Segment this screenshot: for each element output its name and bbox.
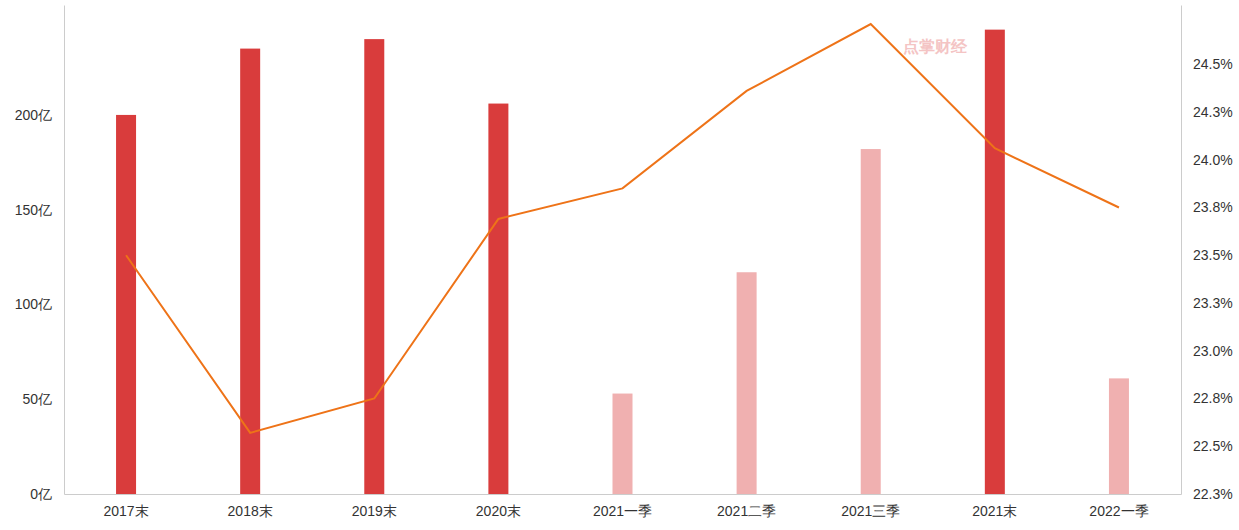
bar	[1109, 378, 1129, 494]
x-tick-label: 2021二季	[717, 503, 776, 519]
x-tick-label: 2019末	[352, 503, 397, 519]
x-tick: 2021一季	[593, 494, 652, 519]
bar	[861, 149, 881, 494]
x-tick: 2021末	[972, 494, 1017, 519]
x-tick-label: 2018末	[228, 503, 273, 519]
y2-tick-label: 22.3%	[1193, 486, 1233, 502]
y-tick-label: 150亿	[15, 202, 52, 218]
y2-tick-label: 23.0%	[1193, 343, 1233, 359]
y2-tick: 24.3%	[1181, 104, 1233, 120]
x-tick: 2018末	[228, 494, 273, 519]
y-axis: 0亿 50亿 100亿 150亿 200亿	[15, 6, 65, 502]
y2-tick: 23.8%	[1181, 199, 1233, 215]
x-tick: 2019末	[352, 494, 397, 519]
x-tick-label: 2020末	[476, 503, 521, 519]
y-tick-label: 200亿	[15, 107, 52, 123]
bar	[737, 272, 757, 494]
y2-axis-line	[1181, 6, 1182, 495]
x-tick: 2021三季	[841, 494, 900, 519]
x-tick: 2020末	[476, 494, 521, 519]
y2-tick-label: 24.5%	[1193, 56, 1233, 72]
x-tick: 2022一季	[1089, 494, 1148, 519]
y2-tick: 22.8%	[1181, 390, 1233, 406]
y-tick-label: 0亿	[30, 486, 52, 502]
x-tick: 2017末	[103, 494, 148, 519]
y2-tick: 24.0%	[1181, 152, 1233, 168]
y2-tick-label: 24.3%	[1193, 104, 1233, 120]
x-tick-label: 2021三季	[841, 503, 900, 519]
y-tick: 0亿	[30, 486, 64, 502]
bar	[240, 49, 260, 494]
x-tick-label: 2021一季	[593, 503, 652, 519]
y2-tick: 23.5%	[1181, 247, 1233, 263]
x-tick-label: 2021末	[972, 503, 1017, 519]
line	[126, 24, 1119, 433]
y2-tick-label: 23.5%	[1193, 247, 1233, 263]
bar	[613, 394, 633, 494]
y2-tick-label: 23.3%	[1193, 295, 1233, 311]
x-tick-label: 2022一季	[1089, 503, 1148, 519]
y2-tick: 24.5%	[1181, 56, 1233, 72]
y2-tick-label: 22.5%	[1193, 438, 1233, 454]
y2-axis: 22.3% 22.5% 22.8% 23.0% 23.3% 23.5% 23.8% 24.0%…	[1181, 6, 1233, 502]
y2-tick: 23.0%	[1181, 343, 1233, 359]
x-tick: 2021二季	[717, 494, 776, 519]
watermark: 点掌财经	[903, 37, 968, 56]
y2-tick: 23.3%	[1181, 295, 1233, 311]
bar	[488, 104, 508, 494]
x-tick-label: 2017末	[103, 503, 148, 519]
y-tick: 150亿	[15, 202, 64, 218]
y-tick-label: 50亿	[22, 391, 52, 407]
bar	[985, 30, 1005, 494]
y2-tick: 22.3%	[1181, 486, 1233, 502]
y-tick: 50亿	[22, 391, 64, 407]
plot: 0亿 50亿 100亿 150亿 200亿 22.3% 22.5% 22.8% 23.0% 23.…	[15, 6, 1233, 519]
y-tick: 100亿	[15, 296, 64, 312]
y-tick-label: 100亿	[15, 296, 52, 312]
marks	[116, 24, 1129, 494]
y2-tick-label: 24.0%	[1193, 152, 1233, 168]
bar	[116, 115, 136, 494]
y-axis-line	[64, 6, 65, 495]
x-axis: 2017末 2018末 2019末 2020末 2021一季 2021二季 2021三季 20…	[65, 494, 1182, 519]
y-tick: 200亿	[15, 107, 64, 123]
y2-tick-label: 23.8%	[1193, 199, 1233, 215]
chart: 0亿 50亿 100亿 150亿 200亿 22.3% 22.5% 22.8% 23.0% 23.…	[0, 0, 1239, 530]
bar	[364, 39, 384, 494]
y2-tick: 22.5%	[1181, 438, 1233, 454]
x-axis-line	[65, 494, 1182, 495]
y2-tick-label: 22.8%	[1193, 390, 1233, 406]
